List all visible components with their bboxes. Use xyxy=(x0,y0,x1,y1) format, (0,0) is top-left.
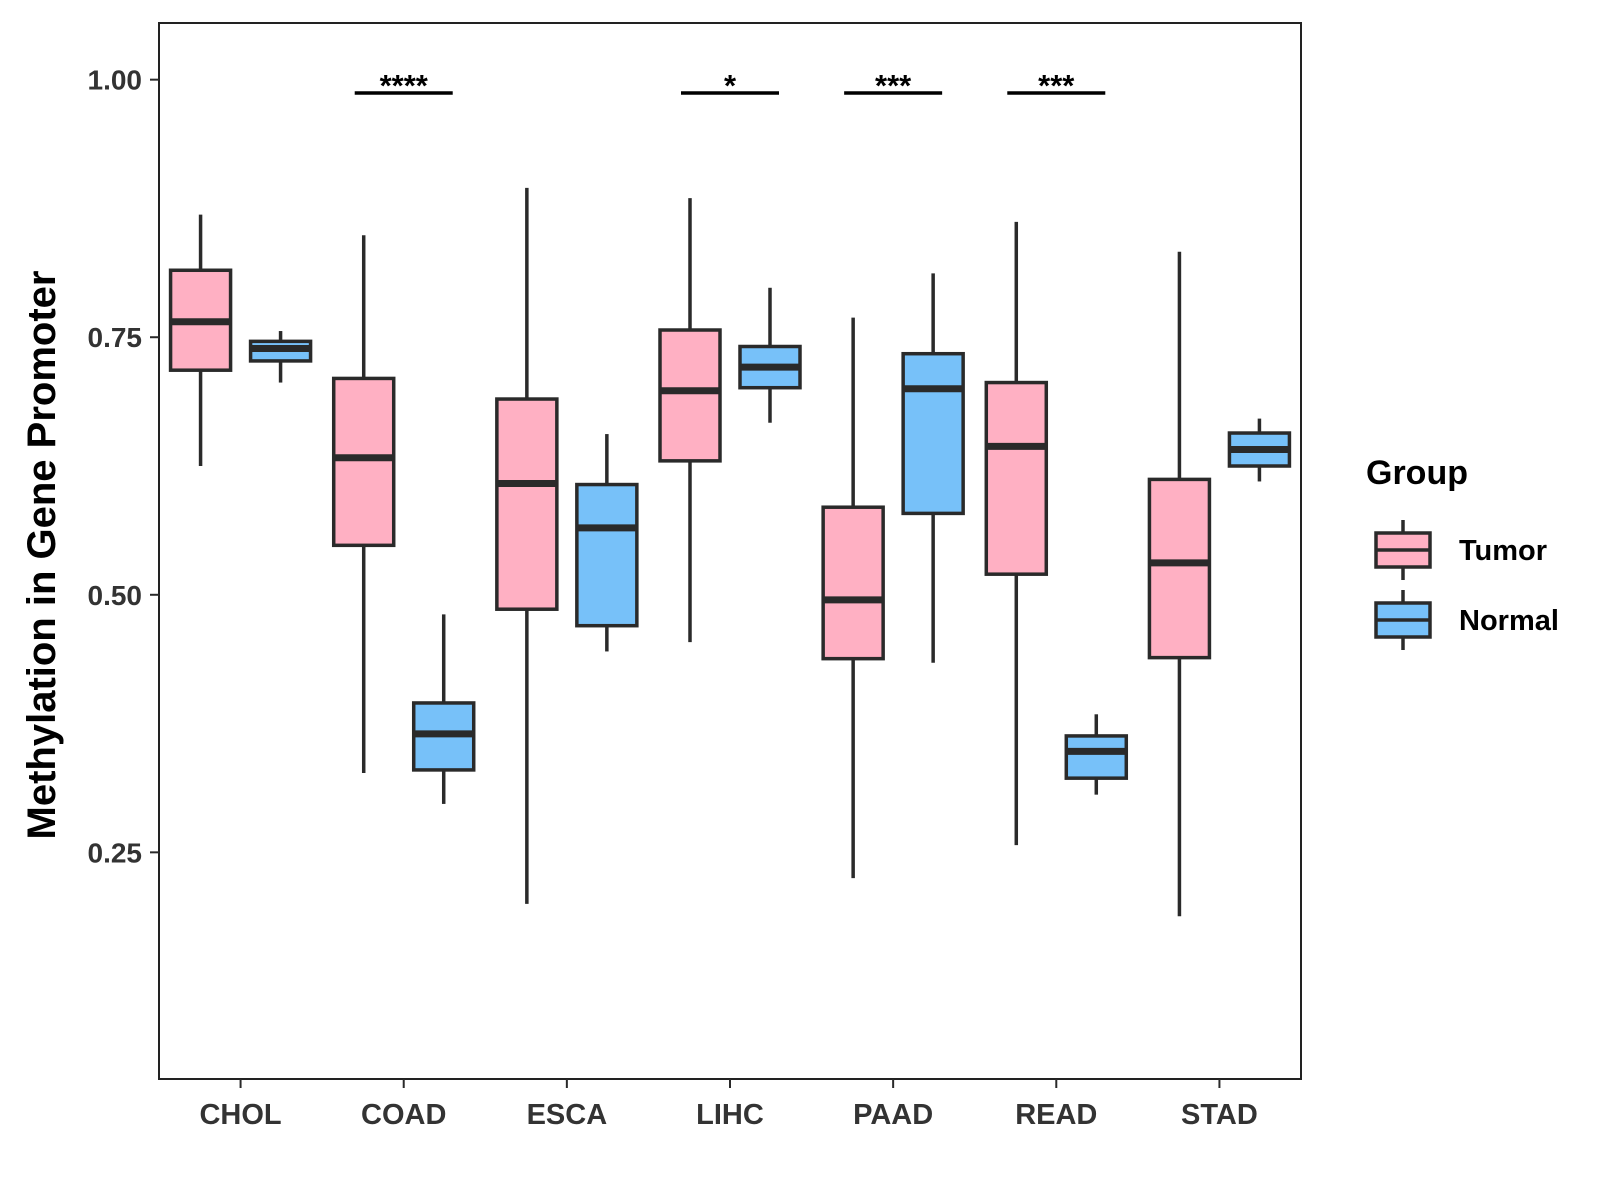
box-normal-paad xyxy=(901,273,965,663)
y-tick-label: 1.00 xyxy=(88,65,143,96)
x-tick-label-coad: COAD xyxy=(361,1099,446,1131)
box-body xyxy=(821,505,885,661)
legend-entry-normal: Normal xyxy=(1374,590,1559,650)
y-tick-label: 0.75 xyxy=(88,322,143,353)
significance-label: * xyxy=(724,68,737,103)
legend-key-normal xyxy=(1374,590,1432,650)
legend-label: Tumor xyxy=(1459,535,1547,567)
box-body xyxy=(1064,734,1129,780)
box-normal-chol xyxy=(248,331,313,383)
box-body xyxy=(901,351,965,516)
box-tumor-paad xyxy=(821,317,885,879)
x-tick-label-chol: CHOL xyxy=(199,1099,281,1131)
box-body xyxy=(575,482,639,628)
box-normal-esca xyxy=(575,434,639,652)
box-body xyxy=(984,380,1049,576)
x-tick-label-lihc: LIHC xyxy=(696,1099,764,1131)
significance-lihc: * xyxy=(681,68,779,103)
box-normal-stad xyxy=(1227,418,1292,482)
significance-label: **** xyxy=(380,68,429,103)
box-series xyxy=(168,187,1292,917)
box-tumor-stad xyxy=(1147,251,1212,917)
box-tumor-coad xyxy=(331,235,396,774)
box-tumor-lihc xyxy=(658,198,722,643)
significance-read: *** xyxy=(1007,68,1106,103)
significance-label: *** xyxy=(1038,68,1075,103)
box-body xyxy=(331,376,396,548)
legend-label: Normal xyxy=(1459,605,1559,637)
legend-title: Group xyxy=(1366,454,1468,492)
box-body xyxy=(658,328,722,463)
y-axis: 0.25 0.50 0.75 1.00 xyxy=(88,65,159,868)
y-axis-label: Methylation in Gene Promoter xyxy=(20,271,64,840)
box-tumor-chol xyxy=(168,214,233,467)
significance-paad: *** xyxy=(844,68,943,103)
x-tick-label-esca: ESCA xyxy=(527,1099,608,1131)
y-tick-label: 0.25 xyxy=(88,837,143,868)
x-tick-label-paad: PAAD xyxy=(853,1099,933,1131)
box-normal-lihc xyxy=(738,287,802,423)
x-tick-label-stad: STAD xyxy=(1181,1099,1258,1131)
box-tumor-esca xyxy=(495,187,559,904)
box-normal-coad xyxy=(411,614,476,804)
significance-label: *** xyxy=(875,68,912,103)
box-body xyxy=(495,397,559,611)
box-normal-read xyxy=(1064,714,1129,795)
legend-key-tumor xyxy=(1374,520,1432,580)
legend-entry-tumor: Tumor xyxy=(1374,520,1547,580)
x-tick-label-read: READ xyxy=(1015,1099,1097,1131)
box-body xyxy=(1147,477,1212,660)
significance-coad: **** xyxy=(354,68,453,103)
legend: Group Tumor Normal xyxy=(1366,454,1559,650)
box-tumor-read xyxy=(984,221,1049,846)
y-tick-label: 0.50 xyxy=(88,580,143,611)
significance-annotations: **** * *** *** xyxy=(354,68,1106,103)
x-axis: CHOL COAD ESCA LIHC PAAD READ STAD xyxy=(199,1079,1258,1131)
plot-panel xyxy=(158,22,1302,1080)
